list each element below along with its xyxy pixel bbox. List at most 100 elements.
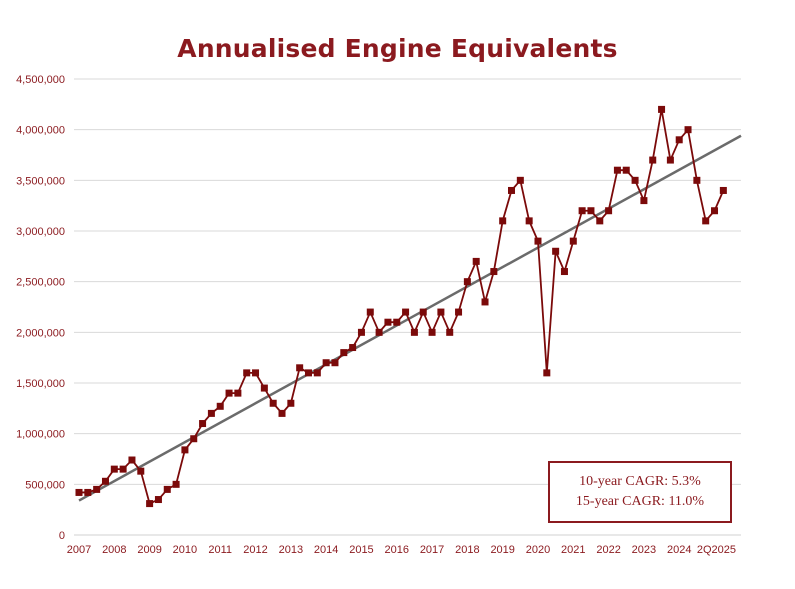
- x-tick-label: 2007: [67, 544, 91, 556]
- data-point: [375, 328, 383, 336]
- x-tick-label: 2012: [243, 544, 267, 556]
- data-point: [366, 308, 374, 316]
- y-tick-label: 4,000,000: [16, 125, 65, 137]
- data-point: [146, 500, 154, 508]
- data-point: [455, 308, 463, 316]
- data-point: [596, 217, 604, 225]
- data-point: [543, 369, 551, 377]
- data-point: [181, 446, 189, 454]
- data-point: [490, 268, 498, 276]
- x-tick-label: 2022: [596, 544, 620, 556]
- x-tick-label: 2024: [667, 544, 691, 556]
- x-tick-label: 2021: [561, 544, 585, 556]
- y-tick-label: 3,000,000: [16, 226, 65, 238]
- data-point: [163, 485, 171, 493]
- data-point: [269, 399, 277, 407]
- data-point: [93, 485, 101, 493]
- data-point: [508, 186, 516, 194]
- trend-line: [78, 134, 742, 502]
- data-point: [569, 237, 577, 245]
- data-point: [190, 435, 198, 443]
- data-point: [154, 496, 162, 504]
- data-point: [357, 328, 365, 336]
- data-point: [666, 156, 674, 164]
- data-point: [552, 247, 560, 255]
- x-tick-label: 2010: [173, 544, 197, 556]
- data-point: [287, 399, 295, 407]
- y-tick-label: 3,500,000: [16, 175, 65, 187]
- x-tick-label: 2017: [420, 544, 444, 556]
- data-point: [702, 217, 710, 225]
- y-tick-label: 500,000: [25, 479, 65, 491]
- x-tick-label: 2013: [279, 544, 303, 556]
- y-tick-label: 2,500,000: [16, 277, 65, 289]
- data-point: [172, 480, 180, 488]
- gridlines: [74, 78, 741, 485]
- data-point: [384, 318, 392, 326]
- data-point: [605, 207, 613, 215]
- data-point: [393, 318, 401, 326]
- data-point: [437, 308, 445, 316]
- data-point: [296, 364, 304, 372]
- data-point: [137, 467, 145, 475]
- x-tick-label: 2Q2025: [697, 544, 736, 556]
- data-point: [578, 207, 586, 215]
- data-point: [516, 176, 524, 184]
- cagr-15-year: 15-year CAGR: 11.0%: [575, 494, 705, 509]
- cagr-10-year: 10-year CAGR: 5.3%: [579, 474, 701, 489]
- data-point: [101, 477, 109, 485]
- data-point: [649, 156, 657, 164]
- data-point: [278, 409, 286, 417]
- data-point: [349, 344, 357, 352]
- data-point: [719, 186, 727, 194]
- cagr-annotation-box: 10-year CAGR: 5.3% 15-year CAGR: 11.0%: [548, 461, 732, 523]
- data-point: [260, 384, 268, 392]
- y-tick-label: 1,500,000: [16, 378, 65, 390]
- data-point: [110, 465, 118, 473]
- data-point: [119, 465, 127, 473]
- x-tick-label: 2020: [526, 544, 550, 556]
- data-point: [675, 136, 683, 144]
- x-tick-label: 2023: [632, 544, 656, 556]
- data-point: [684, 126, 692, 134]
- data-point: [640, 197, 648, 205]
- data-point: [243, 369, 251, 377]
- data-point: [304, 369, 312, 377]
- data-point: [234, 389, 242, 397]
- data-point: [525, 217, 533, 225]
- data-point: [313, 369, 321, 377]
- y-tick-label: 2,000,000: [16, 327, 65, 339]
- data-point: [340, 349, 348, 357]
- x-tick-label: 2019: [490, 544, 514, 556]
- x-axis-tick-labels: 2007 2008 2009 2010 2011 2012 2013 2014 2015 2016…: [67, 544, 736, 556]
- data-point: [534, 237, 542, 245]
- data-point: [128, 456, 136, 464]
- chart-title: Annualised Engine Equivalents: [177, 34, 618, 63]
- x-tick-label: 2015: [349, 544, 373, 556]
- data-point: [402, 308, 410, 316]
- series-markers: [75, 105, 727, 508]
- data-point: [693, 176, 701, 184]
- data-point: [84, 488, 92, 496]
- data-point: [472, 257, 480, 265]
- y-tick-label: 1,000,000: [16, 429, 65, 441]
- data-point: [75, 488, 83, 496]
- data-point: [428, 328, 436, 336]
- data-point: [331, 359, 339, 367]
- data-point: [658, 105, 666, 113]
- data-point: [463, 278, 471, 286]
- data-point: [499, 217, 507, 225]
- data-point: [225, 389, 233, 397]
- data-point: [613, 166, 621, 174]
- data-point: [631, 176, 639, 184]
- x-tick-label: 2009: [137, 544, 161, 556]
- y-tick-label: 0: [59, 530, 65, 542]
- data-point: [419, 308, 427, 316]
- x-tick-label: 2008: [102, 544, 126, 556]
- data-point: [587, 207, 595, 215]
- data-point: [711, 207, 719, 215]
- data-point: [481, 298, 489, 306]
- y-axis-tick-labels: 0 500,000 1,000,000 1,500,000 2,000,000 2,500…: [16, 74, 65, 542]
- x-tick-label: 2016: [385, 544, 409, 556]
